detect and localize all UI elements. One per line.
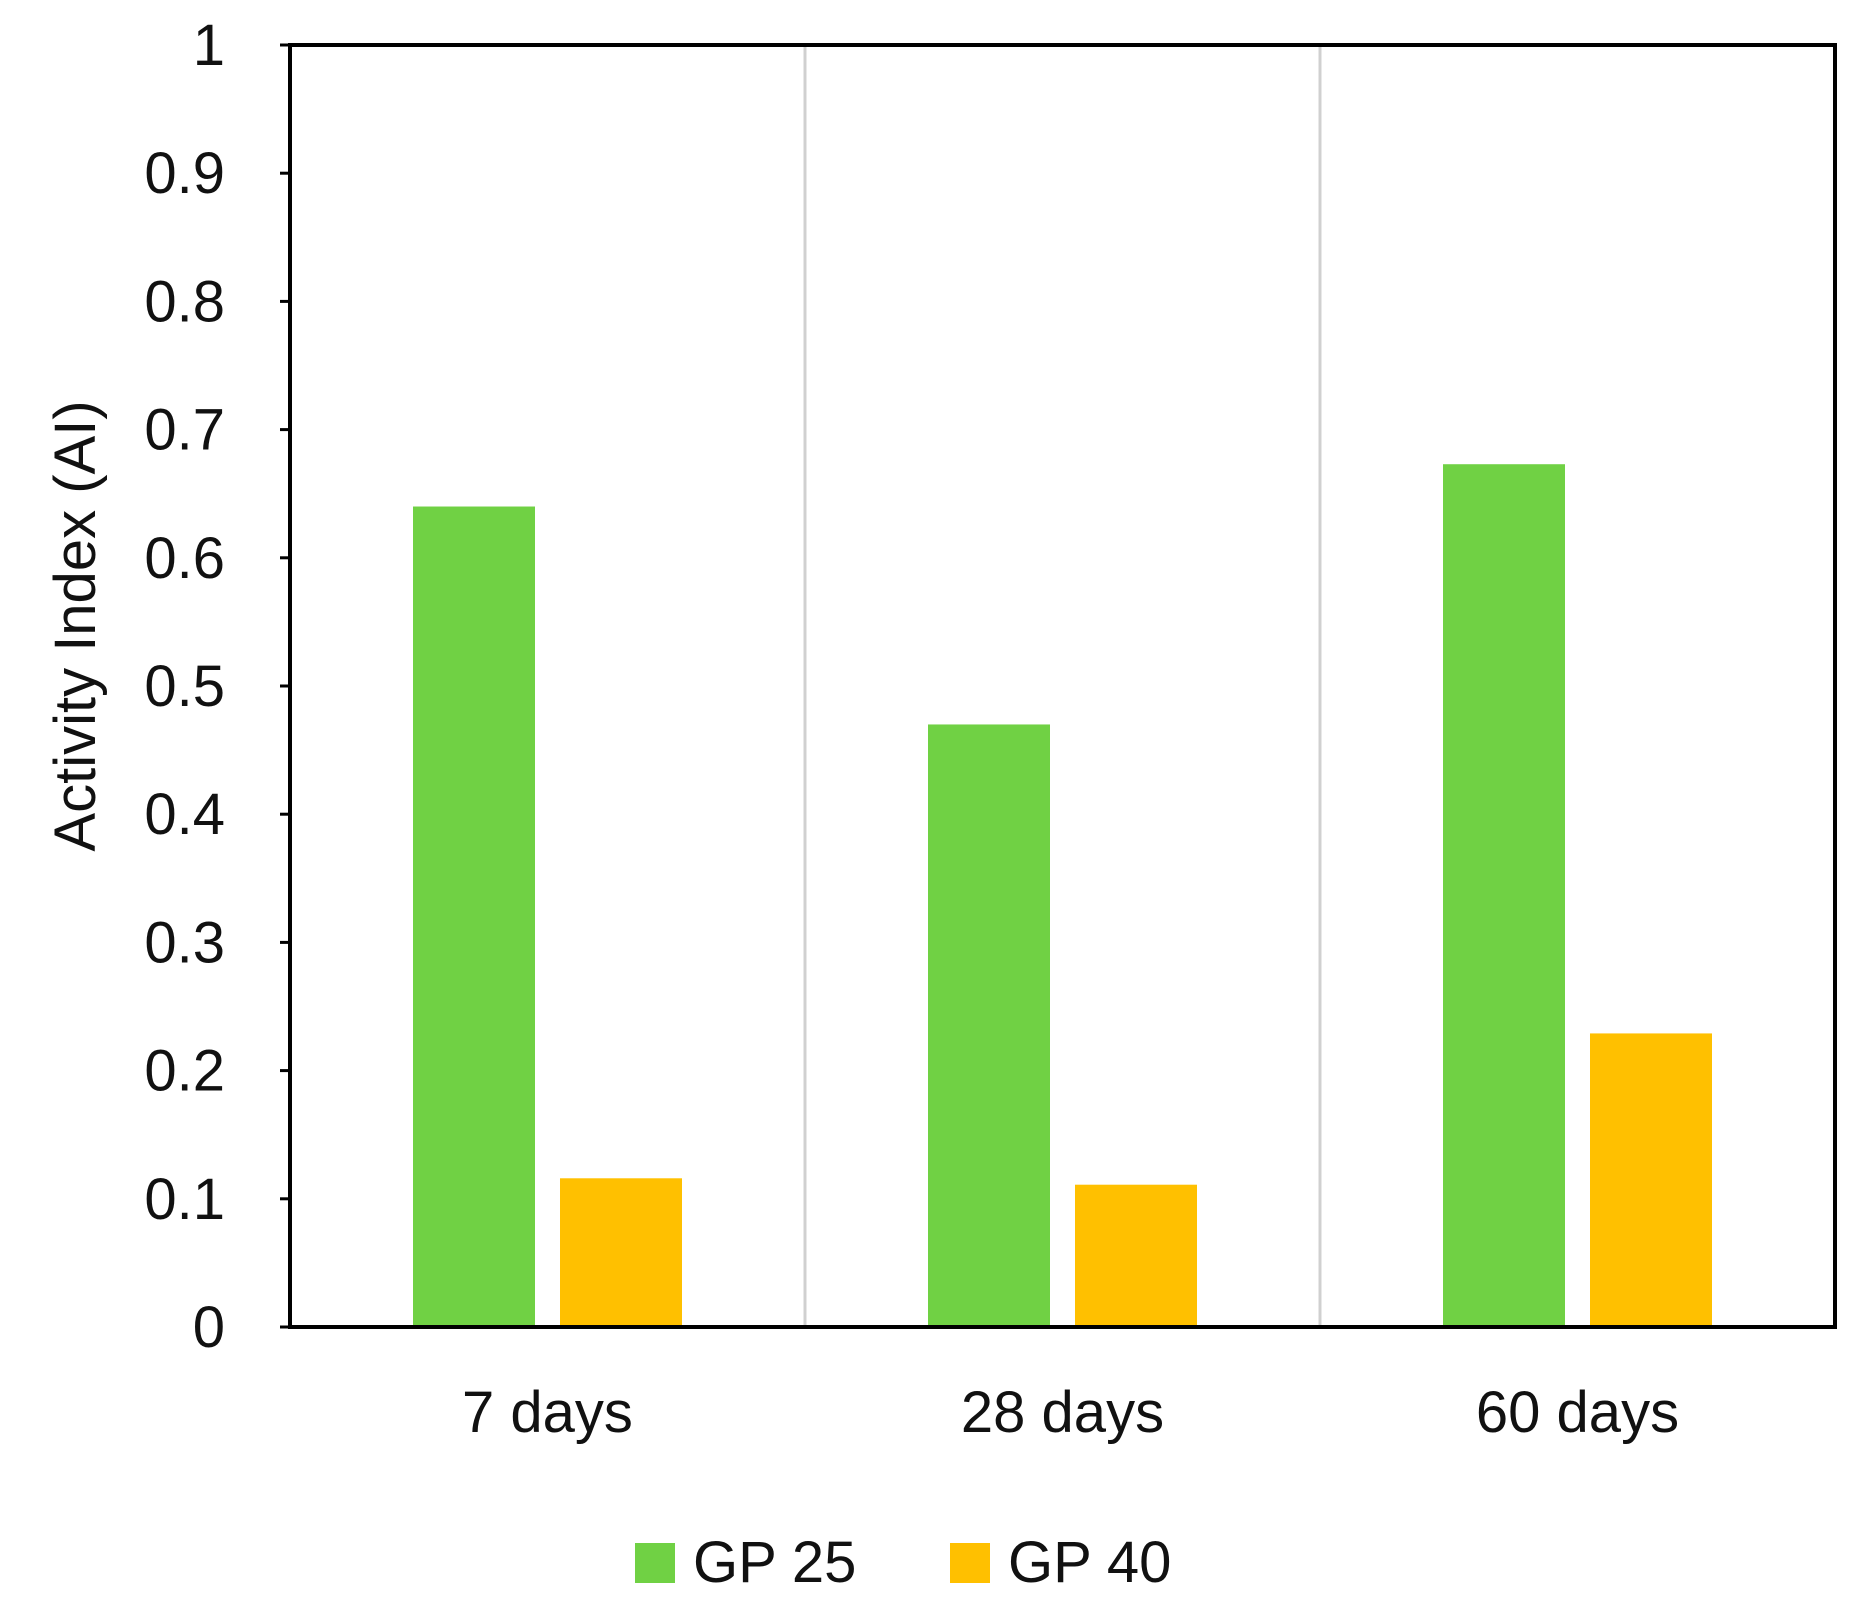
bars-group [413, 464, 1712, 1327]
y-tick-label: 0 [193, 1295, 225, 1360]
y-tick-label: 0.3 [144, 910, 225, 975]
bar-gp-25-28-days [928, 724, 1050, 1327]
x-tick-label: 7 days [462, 1380, 633, 1445]
bar-gp-40-7-days [560, 1178, 682, 1327]
bar-gp-40-28-days [1075, 1184, 1197, 1327]
legend: GP 25 GP 40 [635, 1530, 1171, 1595]
y-tick-label: 0.9 [144, 141, 225, 206]
y-tick-label: 0.7 [144, 398, 225, 463]
bar-gp-40-60-days [1590, 1033, 1712, 1327]
y-tick-label: 0.8 [144, 269, 225, 334]
legend-label: GP 40 [1008, 1530, 1171, 1595]
legend-swatch [635, 1543, 675, 1583]
y-tick-label: 0.5 [144, 654, 225, 719]
bar-gp-25-60-days [1443, 464, 1565, 1327]
x-tick-label: 28 days [961, 1380, 1164, 1445]
y-axis-ticks: 0 0.1 0.2 0.3 0.4 0.5 0.6 0.7 0.8 0.9 1 [144, 13, 290, 1360]
legend-swatch [950, 1543, 990, 1583]
x-axis-labels: 7 days 28 days 60 days [462, 1380, 1679, 1445]
y-tick-label: 0.6 [144, 526, 225, 591]
y-axis-title: Activity Index (AI) [43, 400, 108, 851]
category-separators [803, 45, 1322, 1327]
y-tick-label: 0.1 [144, 1167, 225, 1232]
x-tick-label: 60 days [1476, 1380, 1679, 1445]
bar-gp-25-7-days [413, 506, 535, 1327]
legend-label: GP 25 [693, 1530, 856, 1595]
y-tick-label: 0.4 [144, 782, 225, 847]
y-tick-label: 1 [193, 13, 225, 78]
y-tick-label: 0.2 [144, 1039, 225, 1104]
